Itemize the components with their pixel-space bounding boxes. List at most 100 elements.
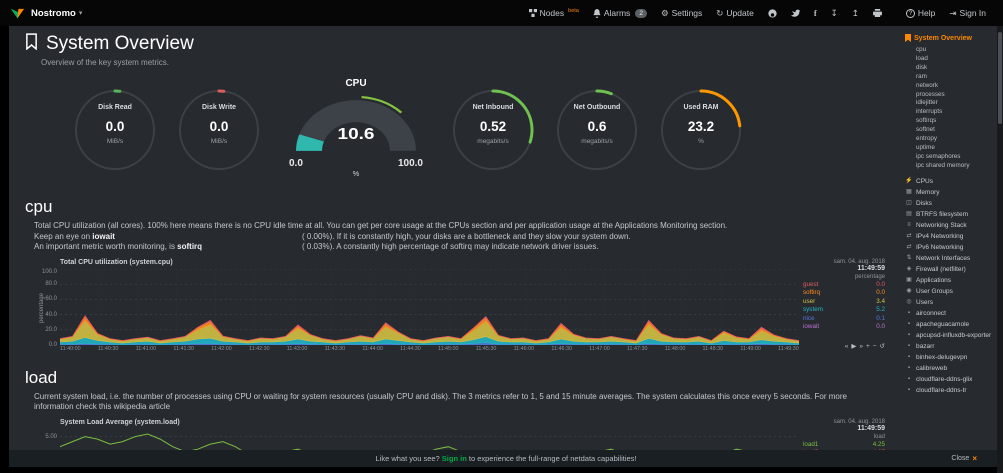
gauge-used-ram[interactable]: Used RAM 23.2% [659,88,743,172]
help-icon: ? [905,8,915,18]
sidebar-item-disk[interactable]: disk [916,63,928,71]
sidebar-item-btrfs-filesystem[interactable]: ▤ BTRFS filesystem [905,209,995,220]
github-button[interactable] [761,8,784,18]
gauge-value: 23.2 [687,119,715,134]
help-button[interactable]: ? Help [899,8,942,18]
gauge-value: 0.52 [479,119,507,134]
y-tick-label: 5.00 [45,433,57,440]
chart-date: sam. 04. aug. 2018 [833,258,885,265]
users-icon: ◎ [906,298,912,305]
sidebar-item-cpu[interactable]: cpu [916,46,927,53]
nav-settings-label: Settings [671,8,703,18]
sidebar-item-label: BTRFS filesystem [916,210,969,218]
gauge-disk-write[interactable]: Disk Write 0.0 MiB/s [177,88,261,172]
gauge-net-inbound[interactable]: Net Inbound 0.52 megabits/s [451,88,535,172]
legend-item-guest[interactable]: guest 0.0 [803,281,885,290]
memory-icon: ▦ [906,188,912,195]
footer-close-button[interactable]: Close × [951,454,977,463]
sidebar-item-ipc-shared-memory[interactable]: ipc shared memory [916,161,970,169]
zoom-out-icon[interactable]: − [872,343,877,351]
nav-update[interactable]: ↻ Update [709,8,761,19]
network-icon: ⇄ [906,243,912,250]
sidebar-item-ipv4-networking[interactable]: ⇄ IPv4 Networking [905,231,995,242]
legend-item-user[interactable]: user 3.4 [803,298,885,307]
twitter-button[interactable] [784,9,807,17]
y-tick-label: 0.0 [48,342,57,348]
sidebar-item-network-interfaces[interactable]: ⇅ Network Interfaces [905,253,995,264]
sidebar-item-memory[interactable]: ▦ Memory [905,187,995,198]
alarms-count-badge: 2 [635,8,647,18]
sidebar-item-ram[interactable]: ram [916,72,927,80]
sidebar-item-cpus[interactable]: ⚡ CPUs [905,176,995,187]
gauge-net-outbound[interactable]: Net Outbound 0.6 megabits/s [555,88,639,172]
sidebar-item-calibreweb[interactable]: ▪ calibreweb [905,363,995,374]
series-softirq [60,315,799,341]
reset-zoom-icon[interactable]: ↺ [879,343,885,351]
sidebar-item-idlejitter[interactable]: idlejitter [916,99,938,107]
pan-backward-icon[interactable]: « [844,343,849,351]
help-label: Help [917,8,936,18]
section-heading-cpu: cpu [25,197,53,216]
chevron-down-icon: ▾ [78,10,83,17]
hostname: Nostromo [31,7,76,19]
sidebar-item-binhex-delugevpn[interactable]: ▪ binhex-delugevpn [905,352,995,363]
page-subtitle: Overview of the key system metrics. [41,58,170,67]
sidebar-item-apacheguacamole[interactable]: ▪ apacheguacamole [905,319,995,330]
zoom-in-icon[interactable]: + [865,343,870,351]
hostname-selector[interactable]: Nostromo ▾ [31,8,82,19]
nav-settings[interactable]: ⚙ Settings [654,8,709,19]
legend-item-load1[interactable]: load1 4.25 [803,441,885,450]
sidebar-item-interrupts[interactable]: interrupts [916,108,943,116]
legend-item-iowait[interactable]: iowait 0.0 [803,323,885,332]
cpu-gauge[interactable]: CPU 10.6 0.0 100.0 % [281,78,431,182]
nav-alarms[interactable]: Alarms 2 [586,8,654,18]
sidebar-item-apcupsd-influxdb-exporter[interactable]: ▪ apcupsd-influxdb-exporter [905,330,995,341]
sidebar-item-cloudflare-ddns-tr[interactable]: ▪ cloudflare-ddns-tr [905,385,995,396]
sidebar-item-network[interactable]: network [916,81,939,89]
print-icon [872,9,882,17]
sidebar-item-processes[interactable]: processes [916,90,945,98]
sidebar-item-uptime[interactable]: uptime [916,143,935,151]
play-icon[interactable]: ▶ [851,343,857,351]
sign-in-button[interactable]: ⇥ Sign In [942,8,993,19]
gauge-value: 0.0 [105,119,125,134]
gauge-disk-read[interactable]: Disk Read 0.0 MiB/s [73,88,157,172]
import-snapshot-button[interactable]: ↧ [824,8,845,19]
legend-item-system[interactable]: system 5.2 [803,306,885,315]
facebook-button[interactable]: f [807,8,824,18]
app-icon: ▪ [907,353,911,360]
sidebar-item-airconnect[interactable]: ▪ airconnect [905,308,995,319]
sidebar-item-softirqs[interactable]: softirqs [916,117,937,125]
legend-item-softirq[interactable]: softirq 0.0 [803,289,885,298]
page-scrollbar[interactable] [997,26,1003,473]
sidebar-item-disks[interactable]: ◫ Disks [905,198,995,209]
sidebar-item-ipc-semaphores[interactable]: ipc semaphores [916,152,961,160]
sidebar-item-system-overview[interactable]: System Overview [905,34,995,42]
sidebar-item-bazarr[interactable]: ▪ bazarr [905,341,995,352]
sidebar-item-ipv6-networking[interactable]: ⇄ IPv6 Networking [905,242,995,253]
scrollbar-thumb[interactable] [998,32,1002,124]
wikipedia-link[interactable]: this wikipedia article [98,402,171,411]
nav-nodes[interactable]: Nodes beta [522,8,586,18]
footer-signin-link[interactable]: Sign in [441,454,467,463]
sidebar-item-networking-stack[interactable]: ≡ Networking Stack [905,220,995,231]
sidebar-item-softnet[interactable]: softnet [916,126,935,134]
sidebar-item-users[interactable]: ◎ Users [905,297,995,308]
sidebar-item-user-groups[interactable]: ◉ User Groups [905,286,995,297]
sidebar-item-applications[interactable]: ▣ Applications [905,275,995,286]
sidebar-item-cloudflare-ddns-glix[interactable]: ▪ cloudflare-ddns-glix [905,374,995,385]
legend-item-nice[interactable]: nice 0.1 [803,315,885,324]
x-tick-label: 11:44:00 [362,345,383,352]
sidebar-item-label: Networking Stack [916,221,967,229]
sidebar-item-load[interactable]: load [916,54,928,62]
print-button[interactable] [866,9,889,17]
sidebar-item-label: User Groups [916,287,953,295]
chart-title: System Load Average (system.load) [60,418,180,426]
app-icon: ▪ [907,320,911,327]
netdata-logo[interactable] [10,6,25,21]
export-snapshot-button[interactable]: ↥ [845,8,866,19]
pan-forward-icon[interactable]: » [859,343,863,351]
sidebar-item-firewall-netfilter-[interactable]: ◈ Firewall (netfilter) [905,264,995,275]
chart-plot-area[interactable] [60,268,799,345]
sidebar-item-entropy[interactable]: entropy [916,135,938,143]
